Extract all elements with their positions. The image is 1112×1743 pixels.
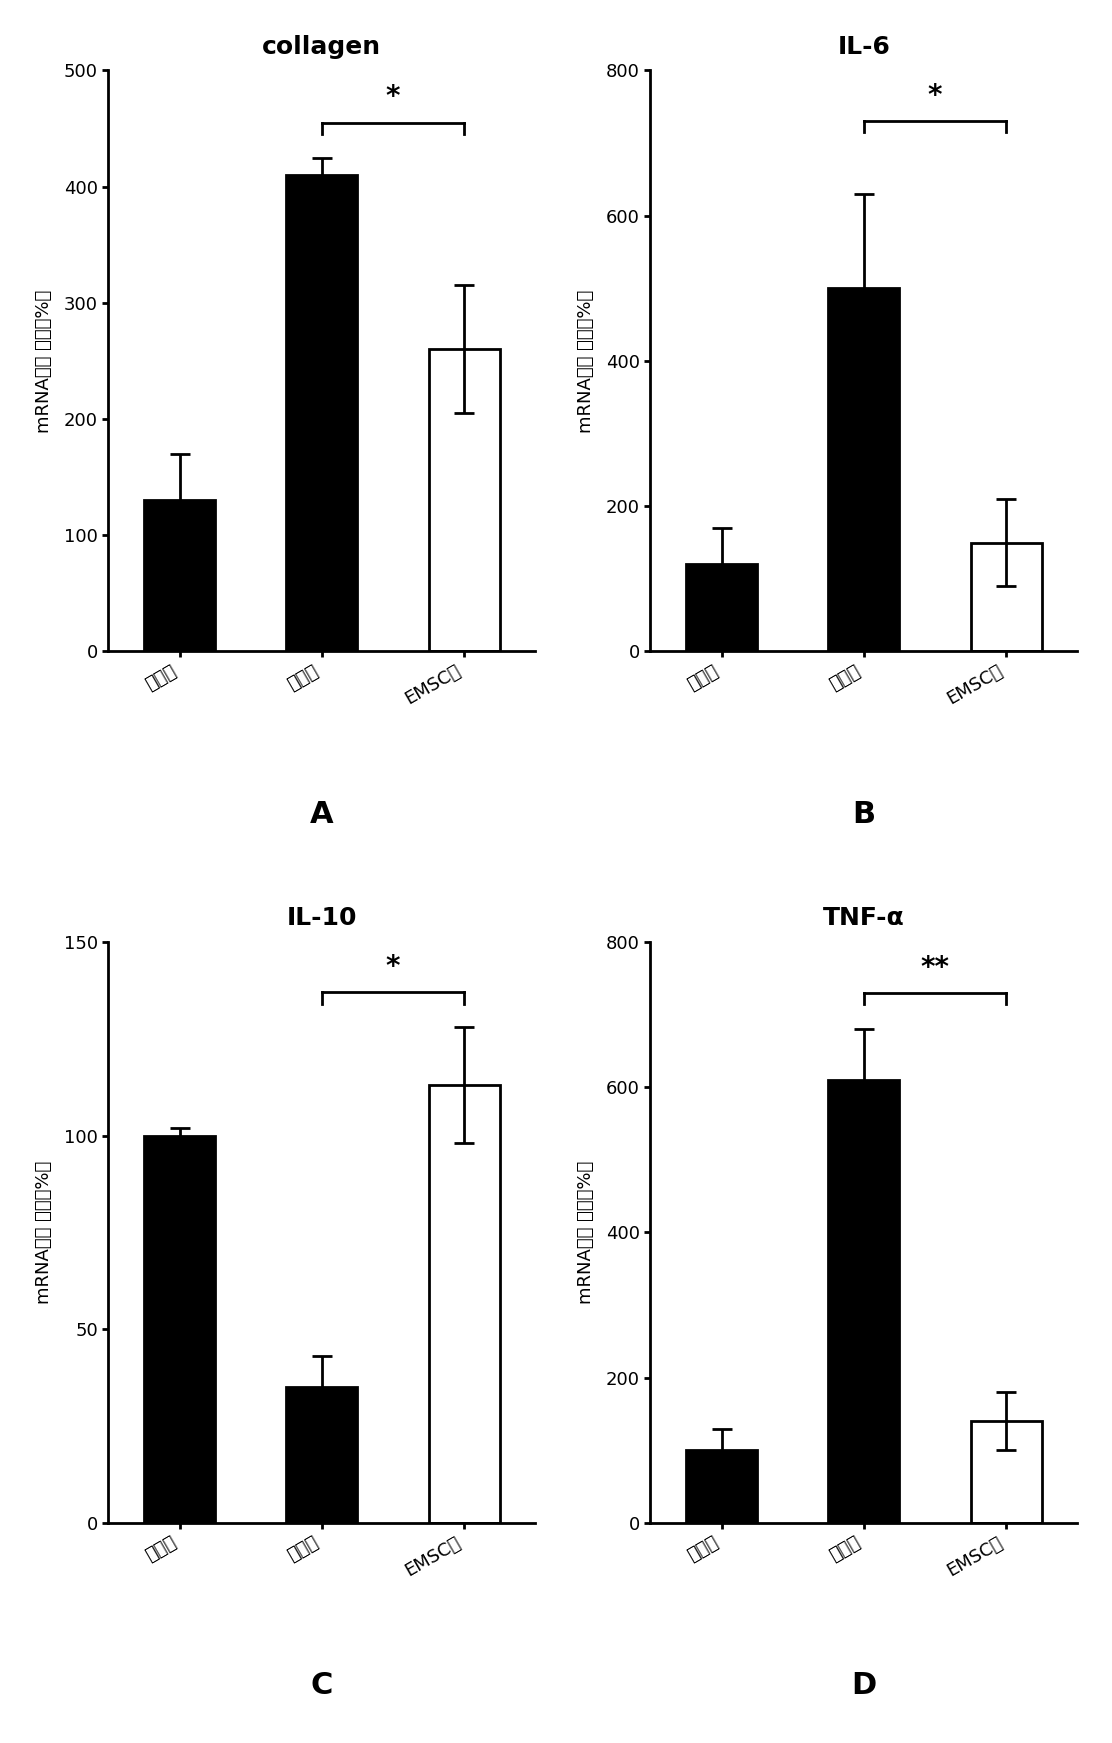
- Text: B: B: [852, 800, 875, 828]
- Text: A: A: [310, 800, 334, 828]
- Bar: [828, 288, 900, 652]
- Y-axis label: mRNA相对 表达（%）: mRNA相对 表达（%）: [34, 1161, 52, 1304]
- Bar: [286, 1387, 357, 1523]
- Bar: [971, 1421, 1042, 1523]
- Y-axis label: mRNA相对 表达（%）: mRNA相对 表达（%）: [577, 1161, 595, 1304]
- Bar: [286, 174, 357, 652]
- Text: D: D: [851, 1672, 876, 1699]
- Bar: [828, 1081, 900, 1523]
- Bar: [428, 1086, 499, 1523]
- Title: IL-10: IL-10: [287, 906, 357, 931]
- Bar: [428, 349, 499, 652]
- Bar: [971, 542, 1042, 652]
- Bar: [143, 500, 215, 652]
- Text: *: *: [927, 82, 942, 110]
- Title: IL-6: IL-6: [837, 35, 891, 59]
- Text: **: **: [921, 953, 950, 981]
- Text: *: *: [386, 84, 400, 112]
- Bar: [143, 1136, 215, 1523]
- Y-axis label: mRNA相对 表达（%）: mRNA相对 表达（%）: [577, 289, 595, 432]
- Title: collagen: collagen: [262, 35, 381, 59]
- Y-axis label: mRNA相对 表达（%）: mRNA相对 表达（%）: [34, 289, 53, 432]
- Bar: [686, 1450, 757, 1523]
- Text: *: *: [386, 953, 400, 981]
- Text: C: C: [310, 1672, 332, 1699]
- Bar: [686, 565, 757, 652]
- Title: TNF-α: TNF-α: [823, 906, 905, 931]
